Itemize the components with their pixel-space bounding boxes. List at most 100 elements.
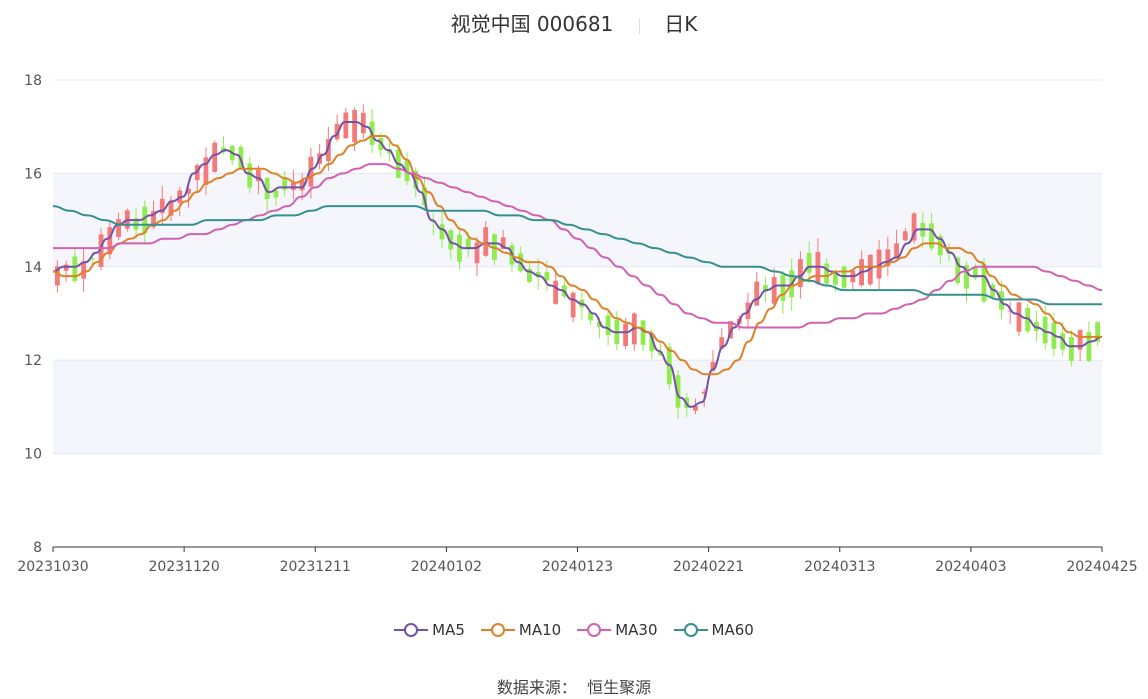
candle-body: [1007, 310, 1013, 312]
data-source-value: 恒生聚源: [587, 678, 652, 697]
candle-body: [911, 213, 917, 241]
candle-body: [1060, 333, 1066, 350]
candle-body: [159, 198, 165, 214]
candle-body: [1069, 336, 1074, 361]
x-tick-label: 20240221: [673, 559, 744, 575]
candle-body: [710, 361, 716, 371]
chart-title-name: 视觉中国 000681: [450, 12, 614, 36]
legend-item-ma30[interactable]: MA30: [577, 621, 658, 639]
x-tick-label: 20240313: [804, 559, 875, 575]
y-tick-label: 10: [24, 447, 42, 463]
candle-body: [1042, 316, 1048, 344]
candle-body: [894, 243, 899, 259]
candle-body: [308, 156, 314, 187]
candle-body: [780, 275, 786, 301]
x-tick-label: 20240102: [411, 559, 482, 575]
x-tick-label: 20231030: [17, 559, 88, 575]
candle-body: [343, 112, 349, 139]
legend-marker-ma10: [480, 623, 515, 637]
legend-label-ma5: MA5: [432, 621, 465, 639]
y-tick-label: 16: [24, 166, 42, 182]
legend-label-ma10: MA10: [518, 621, 562, 639]
candle-body: [902, 231, 908, 241]
candle-body: [1016, 302, 1022, 332]
candle-body: [413, 170, 419, 189]
chart-title-period: 日K: [664, 12, 698, 36]
candle-body: [1086, 332, 1092, 362]
series-line-ma5: [52, 121, 1103, 408]
x-tick-label: 20231120: [148, 559, 219, 575]
legend-label-ma30: MA30: [615, 621, 658, 639]
candle-body: [203, 157, 209, 185]
candle-body: [54, 266, 60, 286]
candle-body: [640, 320, 646, 345]
candle-body: [623, 323, 628, 347]
candle-body: [500, 237, 506, 249]
candle-body: [754, 281, 760, 306]
candle-body: [763, 285, 768, 292]
candle-body: [474, 242, 480, 264]
legend-item-ma10[interactable]: MA10: [480, 621, 562, 639]
candle-body: [553, 280, 559, 304]
legend-item-ma60[interactable]: MA60: [673, 621, 754, 639]
candle-body: [955, 257, 961, 284]
grid-band: [53, 360, 1102, 454]
candle-body: [273, 190, 279, 198]
chart-legend: MA5 MA10 MA30 MA60: [0, 621, 1148, 642]
series-line-ma10: [52, 135, 1102, 376]
candle-body: [352, 110, 357, 143]
candle-body: [186, 188, 191, 194]
candle-body: [972, 266, 978, 279]
x-tick-label: 20231211: [280, 559, 351, 575]
candle-body: [89, 258, 95, 260]
candle-body: [98, 234, 104, 267]
candle-body: [693, 405, 698, 411]
candle-body: [605, 315, 611, 336]
candle-body: [588, 312, 594, 321]
candle-body: [981, 263, 987, 302]
candle-body: [824, 263, 830, 284]
series-line-ma30: [53, 163, 1103, 329]
y-tick-label: 8: [33, 540, 42, 556]
candle-body: [264, 178, 270, 199]
title-separator: [639, 17, 641, 34]
legend-label-ma60: MA60: [711, 621, 754, 639]
candle-body: [282, 178, 288, 190]
candle-body: [701, 391, 707, 394]
candle-body: [719, 337, 725, 349]
candle-body: [771, 277, 777, 304]
candle-body: [404, 159, 410, 182]
candle-body: [107, 227, 113, 255]
candle-body: [448, 230, 454, 250]
candle-body: [334, 123, 340, 140]
legend-item-ma5[interactable]: MA5: [394, 621, 465, 639]
legend-marker-ma5: [394, 623, 429, 637]
y-tick-label: 12: [24, 353, 42, 369]
candle-body: [457, 234, 462, 262]
candle-body: [806, 253, 812, 273]
candle-body: [439, 224, 445, 240]
candle-body: [492, 234, 497, 260]
candle-body: [544, 272, 550, 281]
data-source: 数据来源： 恒生聚源: [0, 674, 1148, 698]
candle-body: [1077, 329, 1083, 350]
x-tick-label: 20240403: [935, 559, 1006, 575]
candle-body: [290, 182, 296, 190]
candle-body: [360, 112, 366, 134]
candle-body: [649, 335, 655, 352]
candle-body: [815, 252, 821, 284]
candle-body: [1095, 322, 1101, 342]
candle-body: [798, 259, 803, 288]
chart-title: 视觉中国 000681 日K: [0, 8, 1148, 37]
data-source-label: 数据来源：: [496, 678, 577, 697]
candle-body: [142, 206, 148, 233]
x-tick-label: 20240123: [542, 559, 613, 575]
candle-body: [430, 221, 436, 223]
candle-body: [116, 219, 121, 237]
candle-body: [483, 227, 489, 256]
candle-body: [299, 180, 305, 191]
candle-body: [675, 375, 681, 408]
candle-body: [256, 169, 261, 182]
candle-body: [535, 271, 541, 278]
candle-body: [465, 238, 471, 250]
